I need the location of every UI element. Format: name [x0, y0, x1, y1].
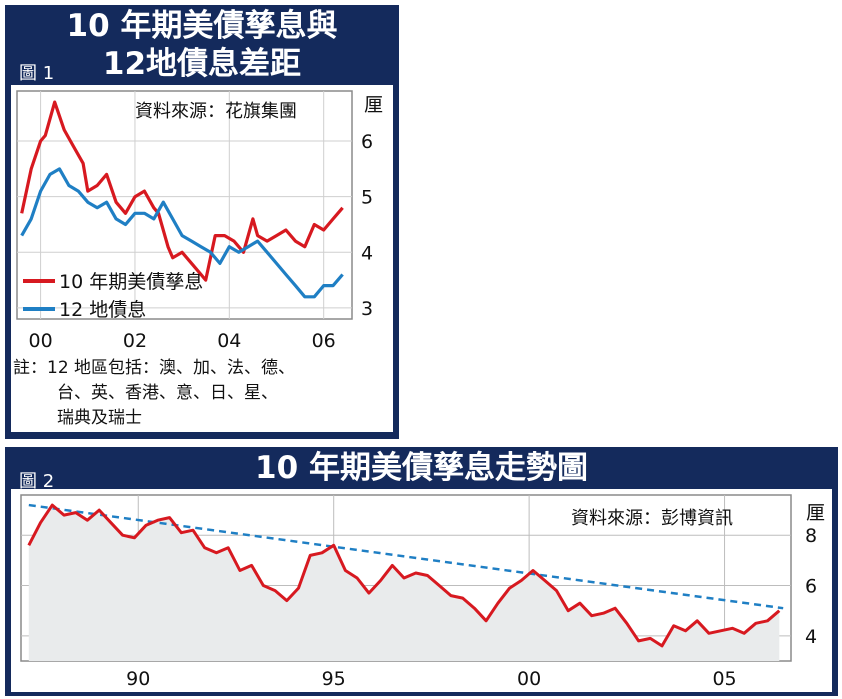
figure1-body: 6 5 4 3 00 02 04 06 資料來源：花旗集團 厘 10 年期美債孳息 12 地債息… — [11, 85, 393, 432]
figure1-source: 資料來源：花旗集團 — [135, 101, 297, 122]
figure2-y-tick: 4 — [805, 626, 817, 648]
figure2-y-tick: 6 — [805, 576, 817, 598]
figure2-chart: 8 6 4 90 95 00 05 資料來源：彭博資訊 厘 — [20, 494, 825, 690]
figure1-note-line1: 註：12 地區包括：澳、加、法、德、 — [13, 358, 296, 378]
figure1-ticks: 6 5 4 3 00 02 04 06 — [28, 131, 373, 350]
figure2-title: 10 年期美債孳息走勢圖 — [255, 450, 588, 486]
figure1-label: 圖 1 — [19, 63, 55, 84]
figure1-chart: 6 5 4 3 00 02 04 06 資料來源：花旗集團 厘 10 年期美債孳息 12 地債息 — [16, 90, 383, 350]
figure2-x-tick: 00 — [517, 668, 541, 690]
figure1-note-line2: 台、英、香港、意、日、星、 — [57, 383, 278, 403]
figure1-y-tick: 5 — [361, 187, 373, 209]
figure1-x-tick: 04 — [217, 330, 241, 350]
figure1-plot-frame — [16, 90, 353, 320]
figure1-panel: 圖 1 10 年期美債孳息與 12地債息差距 6 5 4 3 00 02 04 06 資料來源… — [5, 5, 399, 439]
figure2-label: 圖 2 — [19, 471, 55, 492]
figure2-x-tick: 90 — [126, 668, 150, 690]
figure1-y-tick: 3 — [361, 298, 373, 320]
figure1-legend: 10 年期美債孳息 12 地債息 — [23, 271, 203, 321]
figure2-source: 資料來源：彭博資訊 — [571, 508, 733, 529]
figure1-y-tick: 6 — [361, 131, 373, 153]
figure1-y-tick: 4 — [361, 242, 373, 264]
figure1-series-us — [20, 100, 344, 282]
figure2-x-tick: 05 — [712, 668, 736, 690]
figure2-panel: 圖 2 10 年期美債孳息走勢圖 8 6 4 90 95 00 05 資料來源：彭博資訊 厘 — [5, 447, 838, 696]
figure1-x-tick: 06 — [312, 330, 336, 350]
legend-label: 12 地債息 — [59, 299, 146, 321]
figure1-series — [20, 100, 344, 299]
figure2-body: 8 6 4 90 95 00 05 資料來源：彭博資訊 厘 — [11, 489, 832, 692]
figure1-note-line3: 瑞典及瑞士 — [57, 408, 142, 428]
figure1-series-12 — [20, 167, 344, 299]
figure2-x-tick: 95 — [322, 668, 346, 690]
figure1-title-line2: 12地債息差距 — [102, 46, 302, 82]
figure2-ticks: 8 6 4 90 95 00 05 — [126, 525, 817, 690]
figure1-grid — [17, 91, 352, 319]
figure2-series-us — [27, 503, 781, 648]
figure2-area-fill — [28, 505, 780, 661]
figure1-y-unit: 厘 — [364, 94, 383, 116]
legend-label: 10 年期美債孳息 — [59, 271, 203, 293]
figure1-x-tick: 02 — [123, 330, 147, 350]
figure2-y-unit: 厘 — [806, 502, 825, 524]
figure1-title-line1: 10 年期美債孳息與 — [66, 8, 338, 44]
figure2-series — [27, 503, 784, 661]
figure2-y-tick: 8 — [805, 525, 817, 547]
figure1-x-tick: 00 — [28, 330, 52, 350]
